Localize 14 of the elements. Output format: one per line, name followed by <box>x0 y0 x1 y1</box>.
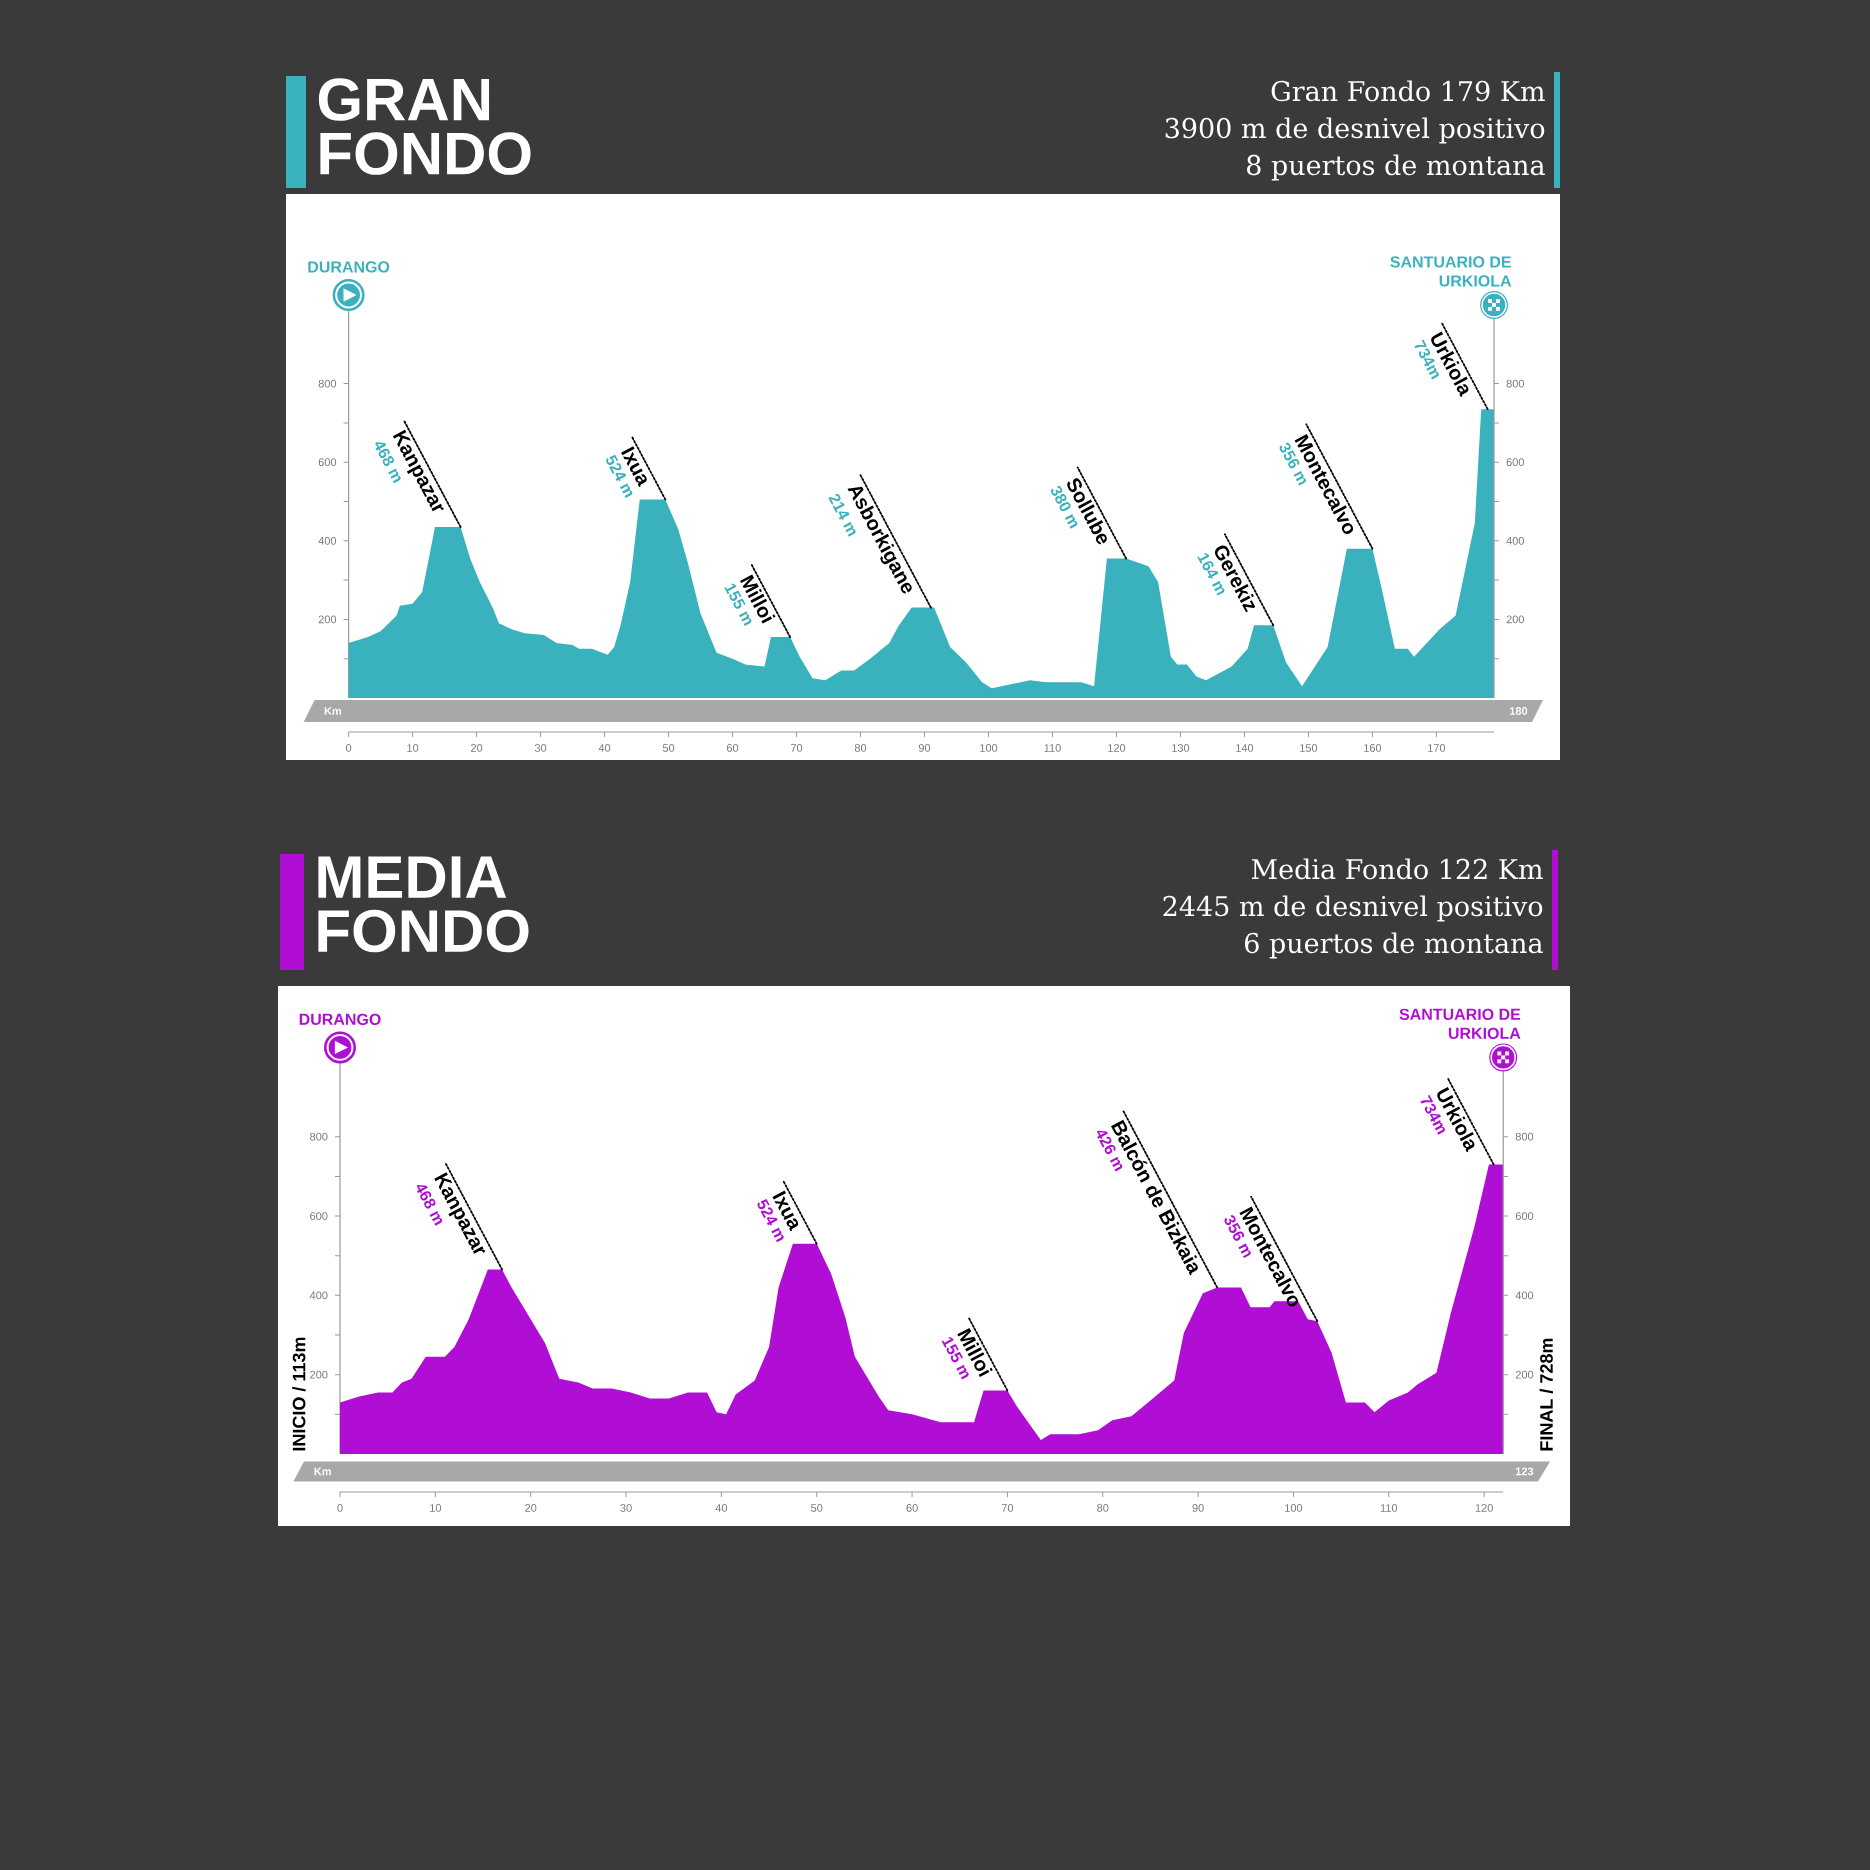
text: SANTUARIO DE URKIOLA <box>1399 1008 1521 1039</box>
text: Gran Fondo 179 Km <box>1271 80 1545 102</box>
y-axis-title: INICIO / 113m <box>292 1337 306 1451</box>
chart-title: MEDIA FONDO <box>318 856 529 953</box>
text: DURANGO <box>299 1013 381 1025</box>
text: 8 puertos de montana <box>1247 154 1545 181</box>
y2-axis-title: FINAL / 728m <box>1539 1338 1554 1451</box>
text: 2445 m de desnivel positivo <box>1163 895 1543 922</box>
text: Media Fondo 122 Km <box>1251 858 1543 880</box>
text: 3900 m de desnivel positivo <box>1165 117 1545 144</box>
text: DURANGO <box>308 261 390 273</box>
text: 6 puertos de montana <box>1245 932 1543 959</box>
text: SANTUARIO DE URKIOLA <box>1390 256 1512 287</box>
chart-title: GRAN FONDO <box>318 78 531 175</box>
